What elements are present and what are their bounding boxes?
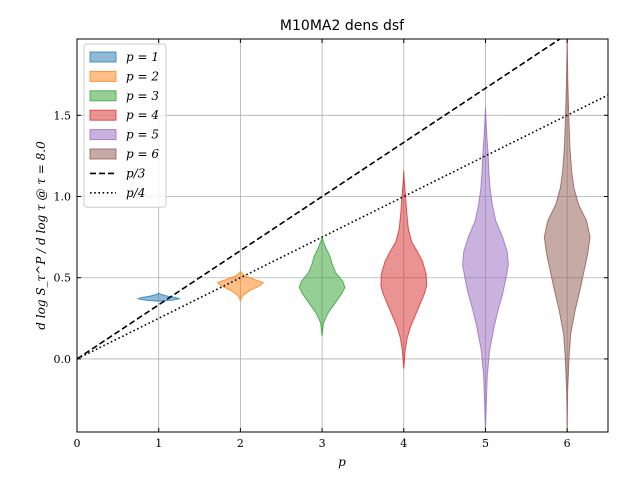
legend-swatch-p2 — [89, 70, 117, 82]
violin-p4 — [380, 170, 428, 369]
legend-label-dotted: p/4 — [126, 186, 145, 200]
legend-swatch-p6 — [89, 148, 117, 160]
legend-box — [83, 43, 167, 208]
legend-label-p2: p = 2 — [126, 69, 159, 83]
violins — [136, 38, 591, 433]
tick-labels: 0 1 2 3 4 5 6 0.0 0.5 1.0 1.5 — [54, 109, 571, 450]
legend-label-p4: p = 4 — [126, 108, 159, 122]
plot-frame — [76, 38, 609, 433]
legend-label-dashed: p/3 — [126, 166, 146, 180]
y-tick-label: 0.5 — [54, 272, 72, 285]
legend-label-p3: p = 3 — [126, 89, 159, 103]
x-tick-label: 6 — [564, 437, 571, 450]
y-axis-label-text: d log S_τ^P / d log τ @ τ = 8.0 — [34, 141, 48, 330]
legend-label-p1: p = 1 — [126, 50, 159, 64]
chart-title: M10MA2 dens dsf — [280, 18, 405, 34]
x-axis-label: p — [338, 455, 346, 469]
violin-p1 — [136, 292, 182, 302]
axes-frame — [76, 38, 609, 433]
legend-swatch-p5 — [89, 129, 117, 141]
x-tick-label: 4 — [400, 437, 407, 450]
ticks — [76, 39, 608, 432]
x-tick-label: 0 — [74, 437, 81, 450]
violin-p6 — [543, 38, 591, 433]
x-tick-label: 5 — [482, 437, 489, 450]
legend-swatch-p4 — [89, 109, 117, 121]
legend-swatch-p1 — [89, 51, 117, 63]
y-tick-label: 1.0 — [54, 191, 72, 204]
x-tick-label: 2 — [237, 437, 244, 450]
legend: p = 1 p = 2 p = 3 p = 4 p = 5 p = 6 p/3 p/4 — [83, 43, 167, 208]
legend-label-p5: p = 5 — [126, 128, 159, 142]
y-tick-label: 0.0 — [54, 353, 72, 366]
legend-swatch-p3 — [89, 90, 117, 102]
violin-p5 — [462, 107, 509, 433]
y-axis-label: d log S_τ^P / d log τ @ τ = 8.0 — [34, 141, 48, 330]
legend-label-p6: p = 6 — [126, 147, 159, 161]
reference-lines — [77, 39, 608, 360]
x-tick-label: 3 — [319, 437, 326, 450]
violin-p2 — [216, 270, 265, 302]
ref-line-dashed — [77, 39, 562, 360]
y-tick-label: 1.5 — [54, 109, 72, 122]
x-tick-label: 1 — [155, 437, 162, 450]
violin-p3 — [298, 235, 346, 337]
